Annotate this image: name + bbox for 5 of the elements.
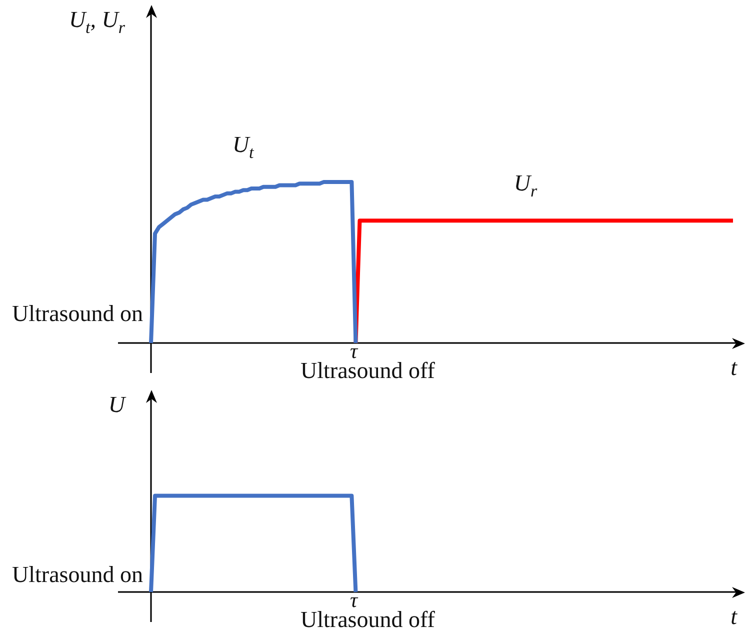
text: Ultrasound on — [12, 301, 144, 326]
x-axis-title: t — [730, 355, 738, 380]
x-axis-title: t — [730, 604, 738, 629]
text: Ultrasound on — [12, 562, 144, 587]
y-axis-title: U — [108, 392, 126, 417]
